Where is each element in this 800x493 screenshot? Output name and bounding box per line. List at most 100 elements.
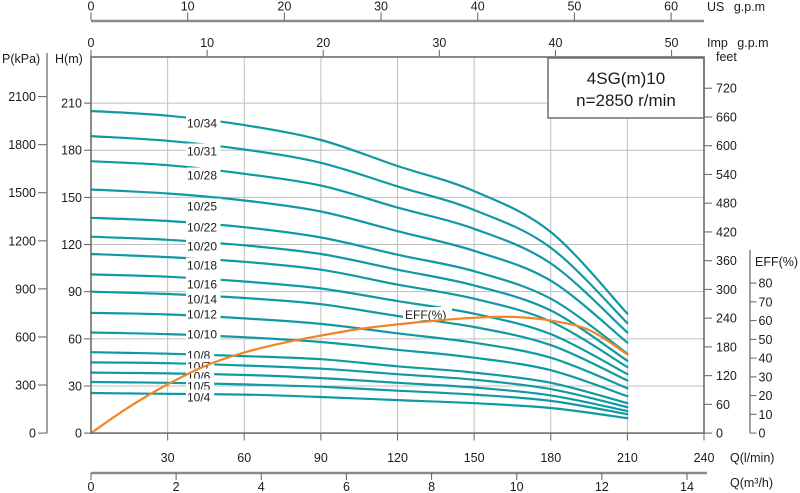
pressure-tick-label: 600 — [15, 330, 36, 344]
q-lmin-tick-label: 210 — [617, 451, 638, 465]
efficiency-curve — [89, 315, 629, 435]
curve-label-10-14: 10/14 — [187, 293, 217, 307]
curve-label-bg — [186, 198, 221, 214]
us-gpm-axis-title: US g.p.m — [707, 0, 765, 14]
feet-tick-label: 240 — [716, 312, 737, 326]
pressure-tick-label: 300 — [15, 379, 36, 393]
curve-label-bg — [186, 389, 215, 405]
q-m3h-tick-label: 10 — [510, 480, 524, 493]
pressure-tick-label: 900 — [15, 282, 36, 296]
axis-imp-gpm: 0 10 20 30 40 50 — [88, 36, 679, 57]
head-tick-label: 30 — [68, 379, 82, 393]
axis-pressure-kpa: 0 300 600 900 1200 1500 1800 2100 — [8, 53, 48, 441]
head-tick-label: 60 — [68, 332, 82, 346]
head-curve-10-28 — [89, 160, 629, 334]
q-m3h-tick-label: 4 — [258, 480, 265, 493]
head-curve-10-4 — [89, 391, 629, 420]
eff-tick-label: 20 — [759, 389, 773, 403]
head-axis-title: H(m) — [55, 52, 83, 66]
eff-tick-label: 70 — [759, 295, 773, 309]
head-tick-label: 150 — [61, 191, 82, 205]
curve-label-bg — [186, 276, 221, 292]
curve-label-10-22: 10/22 — [187, 221, 217, 235]
pressure-tick-label: 0 — [29, 427, 36, 441]
eff-annotation-group: EFF(%) — [403, 307, 452, 322]
curve-label-10-25: 10/25 — [187, 200, 217, 214]
axis-eff-percent: 0 10 20 30 40 50 60 70 80 — [749, 250, 773, 441]
imp-gpm-tick-label: 20 — [316, 36, 330, 50]
feet-tick-label: 360 — [716, 254, 737, 268]
head-curve-10-6 — [89, 371, 629, 413]
q-lmin-tick-label: 180 — [540, 451, 561, 465]
head-curve-10-7 — [89, 361, 629, 409]
curve-label-bg — [186, 291, 221, 307]
curve-labels: 10/34 10/31 10/28 10/25 10/22 10/20 10/18 10/16… — [186, 115, 221, 405]
feet-tick-label: 420 — [716, 225, 737, 239]
curve-label-10-16: 10/16 — [187, 278, 217, 292]
q-m3h-tick-label: 2 — [173, 480, 180, 493]
curve-label-bg — [186, 306, 221, 322]
head-curve-10-16 — [89, 273, 629, 376]
head-curve-10-22 — [89, 216, 629, 355]
imp-gpm-axis-title: Imp g.p.m — [707, 36, 769, 50]
eff-annotation-label: EFF(%) — [405, 308, 446, 322]
head-tick-label: 90 — [68, 285, 82, 299]
head-curve-10-14 — [89, 290, 629, 382]
imp-gpm-tick-label: 0 — [88, 36, 95, 50]
feet-tick-label: 0 — [716, 427, 723, 441]
us-gpm-tick-label: 20 — [277, 0, 291, 14]
eff-tick-label: 60 — [759, 314, 773, 328]
us-gpm-tick-label: 60 — [664, 0, 678, 14]
us-gpm-tick-label: 10 — [181, 0, 195, 14]
feet-tick-label: 300 — [716, 283, 737, 297]
head-tick-label: 0 — [75, 427, 82, 441]
feet-tick-label: 540 — [716, 168, 737, 182]
eff-tick-label: 50 — [759, 333, 773, 347]
feet-tick-label: 660 — [716, 110, 737, 124]
axis-feet: 0 60 120 180 240 300 360 420 480 540 600 660 720 — [704, 82, 737, 441]
q-lmin-tick-label: 150 — [464, 451, 485, 465]
q-m3h-tick-label: 12 — [595, 480, 609, 493]
curve-label-bg — [186, 143, 221, 159]
eff-tick-label: 80 — [759, 277, 773, 291]
curve-label-10-31: 10/31 — [187, 145, 217, 159]
head-tick-label: 210 — [61, 97, 82, 111]
us-gpm-tick-label: 50 — [567, 0, 581, 14]
curve-label-10-18: 10/18 — [187, 259, 217, 273]
feet-tick-label: 180 — [716, 340, 737, 354]
imp-gpm-tick-label: 40 — [549, 36, 563, 50]
head-tick-label: 180 — [61, 144, 82, 158]
us-gpm-tick-label: 0 — [88, 0, 95, 14]
q-lmin-tick-label: 240 — [694, 451, 715, 465]
feet-tick-label: 60 — [716, 398, 730, 412]
eff-annotation-bg — [403, 307, 452, 320]
head-curve-10-20 — [89, 235, 629, 362]
pressure-tick-label: 1800 — [8, 138, 36, 152]
imp-gpm-tick-label: 50 — [665, 36, 679, 50]
curve-label-bg — [186, 167, 221, 183]
eff-tick-label: 0 — [759, 427, 766, 441]
head-curves — [89, 109, 629, 420]
eff-axis-title: EFF(%) — [755, 255, 798, 269]
q-m3h-tick-label: 8 — [428, 480, 435, 493]
head-curve-10-12 — [89, 311, 629, 390]
q-m3h-tick-label: 14 — [680, 480, 694, 493]
pressure-tick-label: 1200 — [8, 234, 36, 248]
axis-q-m3h: 0 2 4 6 8 10 12 14 — [88, 471, 707, 493]
head-curve-10-25 — [89, 188, 629, 344]
axis-us-gpm: 0 10 20 30 40 50 60 — [88, 0, 704, 23]
head-curve-10-34 — [89, 109, 629, 315]
head-curve-10-10 — [89, 331, 629, 398]
curve-label-bg — [186, 326, 221, 342]
q-m3h-axis-title: Q(m³/h) — [730, 476, 773, 490]
head-curve-10-8 — [89, 351, 629, 405]
q-m3h-tick-label: 0 — [88, 480, 95, 493]
curve-label-10-20: 10/20 — [187, 240, 217, 254]
q-lmin-tick-label: 120 — [387, 451, 408, 465]
curve-label-bg — [186, 115, 221, 131]
head-curve-10-31 — [89, 135, 629, 325]
eff-tick-label: 30 — [759, 370, 773, 384]
curve-label-10-12: 10/12 — [187, 308, 217, 322]
eff-tick-label: 10 — [759, 408, 773, 422]
